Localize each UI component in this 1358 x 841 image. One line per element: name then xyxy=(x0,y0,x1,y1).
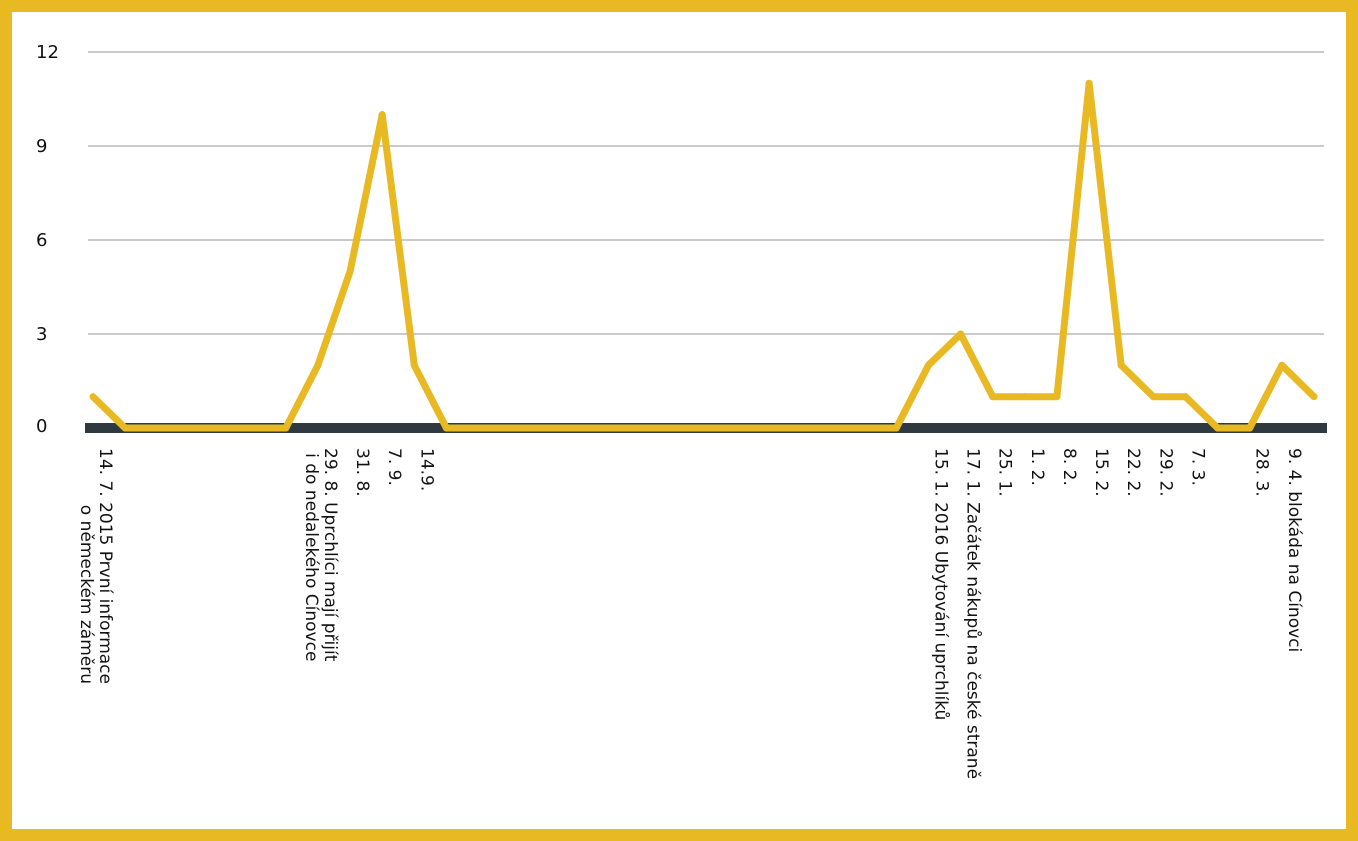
x-tick-label-group-8: 31. 8. xyxy=(352,448,372,497)
x-tick-label: 8. 2. xyxy=(1059,448,1079,486)
data-point-12 xyxy=(475,424,483,432)
data-point-32 xyxy=(1117,361,1125,369)
x-tick-label: 7. 9. xyxy=(384,448,404,486)
data-point-4 xyxy=(218,424,226,432)
data-point-26 xyxy=(924,361,932,369)
x-tick-label-group-9: 7. 9. xyxy=(384,448,404,486)
x-tick-label: 14.9. xyxy=(416,448,436,491)
x-tick-label-group-31: 15. 2. xyxy=(1091,448,1111,497)
data-point-10 xyxy=(410,361,418,369)
y-tick-label-0: 0 xyxy=(36,416,47,437)
data-point-9 xyxy=(378,111,386,119)
x-tick-label: 31. 8. xyxy=(352,448,372,497)
x-tick-label: o německém záměru xyxy=(76,505,96,684)
x-tick-label: 1. 2. xyxy=(1027,448,1047,486)
data-point-38 xyxy=(1310,393,1318,401)
x-tick-label-group-27: 17. 1. Začátek nákupů na české straně xyxy=(963,448,983,779)
data-point-1 xyxy=(121,424,129,432)
x-tick-label-group-34: 7. 3. xyxy=(1187,448,1207,486)
data-point-23 xyxy=(828,424,836,432)
data-point-22 xyxy=(796,424,804,432)
data-point-34 xyxy=(1181,393,1189,401)
data-point-17 xyxy=(635,424,643,432)
y-tick-label-12: 12 xyxy=(36,42,59,63)
x-tick-label-group-26: 15. 1. 2016 Ubytování uprchlíků xyxy=(930,448,950,720)
data-point-33 xyxy=(1149,393,1157,401)
data-point-24 xyxy=(860,424,868,432)
data-point-31 xyxy=(1085,79,1093,87)
data-point-37 xyxy=(1278,361,1286,369)
x-tick-label: 22. 2. xyxy=(1123,448,1143,497)
data-point-28 xyxy=(989,393,997,401)
data-point-36 xyxy=(1246,424,1254,432)
data-point-27 xyxy=(957,330,965,338)
x-tick-label-group-37: 9. 4. blokáda na Cínovci xyxy=(1284,448,1304,652)
data-point-11 xyxy=(442,424,450,432)
data-point-5 xyxy=(250,424,258,432)
x-tick-label: i do nedalekého Cínovce xyxy=(301,453,321,661)
x-tick-label: 15. 2. xyxy=(1091,448,1111,497)
data-point-7 xyxy=(314,361,322,369)
data-point-35 xyxy=(1214,424,1222,432)
y-tick-label-3: 3 xyxy=(36,324,47,345)
x-tick-label: 9. 4. blokáda na Cínovci xyxy=(1284,448,1304,652)
x-tick-label-group-33: 29. 2. xyxy=(1155,448,1175,497)
x-tick-label-group-30: 8. 2. xyxy=(1059,448,1079,486)
x-tick-label: 17. 1. Začátek nákupů na české straně xyxy=(963,448,983,779)
data-point-0 xyxy=(89,393,97,401)
x-tick-label: 15. 1. 2016 Ubytování uprchlíků xyxy=(930,448,950,720)
x-tick-label: 7. 3. xyxy=(1187,448,1207,486)
data-point-14 xyxy=(539,424,547,432)
y-tick-label-6: 6 xyxy=(36,230,47,251)
x-tick-label-group-28: 25. 1. xyxy=(995,448,1015,497)
x-tick-label: 29. 2. xyxy=(1155,448,1175,497)
data-point-21 xyxy=(764,424,772,432)
y-tick-label-9: 9 xyxy=(36,136,47,157)
series-line xyxy=(90,79,1317,432)
x-tick-label-group-10: 14.9. xyxy=(416,448,436,491)
data-point-25 xyxy=(892,424,900,432)
data-point-19 xyxy=(700,424,707,432)
x-tick-label-group-29: 1. 2. xyxy=(1027,448,1047,486)
x-tick-label: 25. 1. xyxy=(995,448,1015,497)
data-point-2 xyxy=(153,424,161,432)
data-point-13 xyxy=(507,424,515,432)
x-tick-label: 14. 7. 2015 První informace xyxy=(95,448,115,684)
x-tick-label: 29. 8. Uprchlíci mají přijít xyxy=(320,448,340,662)
x-tick-label: 28. 3. xyxy=(1252,448,1272,497)
data-point-20 xyxy=(732,424,740,432)
data-point-6 xyxy=(282,424,290,432)
x-tick-label-group-36: 28. 3. xyxy=(1252,448,1272,497)
data-point-29 xyxy=(1021,393,1029,401)
data-point-16 xyxy=(603,424,611,432)
data-point-18 xyxy=(667,424,675,432)
data-point-30 xyxy=(1053,393,1061,401)
data-point-8 xyxy=(346,267,354,275)
data-point-15 xyxy=(571,424,579,432)
x-tick-label-group-32: 22. 2. xyxy=(1123,448,1143,497)
data-point-3 xyxy=(185,424,193,432)
